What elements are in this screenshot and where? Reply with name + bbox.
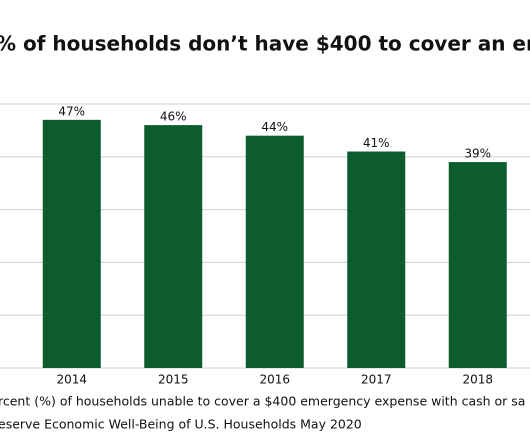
chart-title: % of households don’t have $400 to cover…	[0, 32, 530, 56]
x-tick-label: 2017	[361, 373, 392, 387]
x-axis-label: rcent (%) of households unable to cover …	[0, 394, 525, 409]
bar	[42, 119, 101, 368]
value-label: 47%	[58, 104, 85, 118]
source-note: eserve Economic Well-Being of U.S. House…	[0, 417, 362, 432]
value-label: 41%	[363, 136, 390, 150]
x-tick-label: 2014	[56, 373, 87, 387]
x-tick-label: 2015	[158, 373, 189, 387]
x-tick-label: 2018	[462, 373, 493, 387]
value-label: 46%	[160, 110, 187, 124]
x-tick-label: 2016	[259, 373, 290, 387]
bar	[448, 162, 507, 368]
bar	[347, 151, 406, 368]
value-label: 44%	[261, 120, 288, 134]
bar	[144, 125, 203, 369]
bar	[245, 135, 304, 368]
value-label: 39%	[464, 147, 491, 161]
